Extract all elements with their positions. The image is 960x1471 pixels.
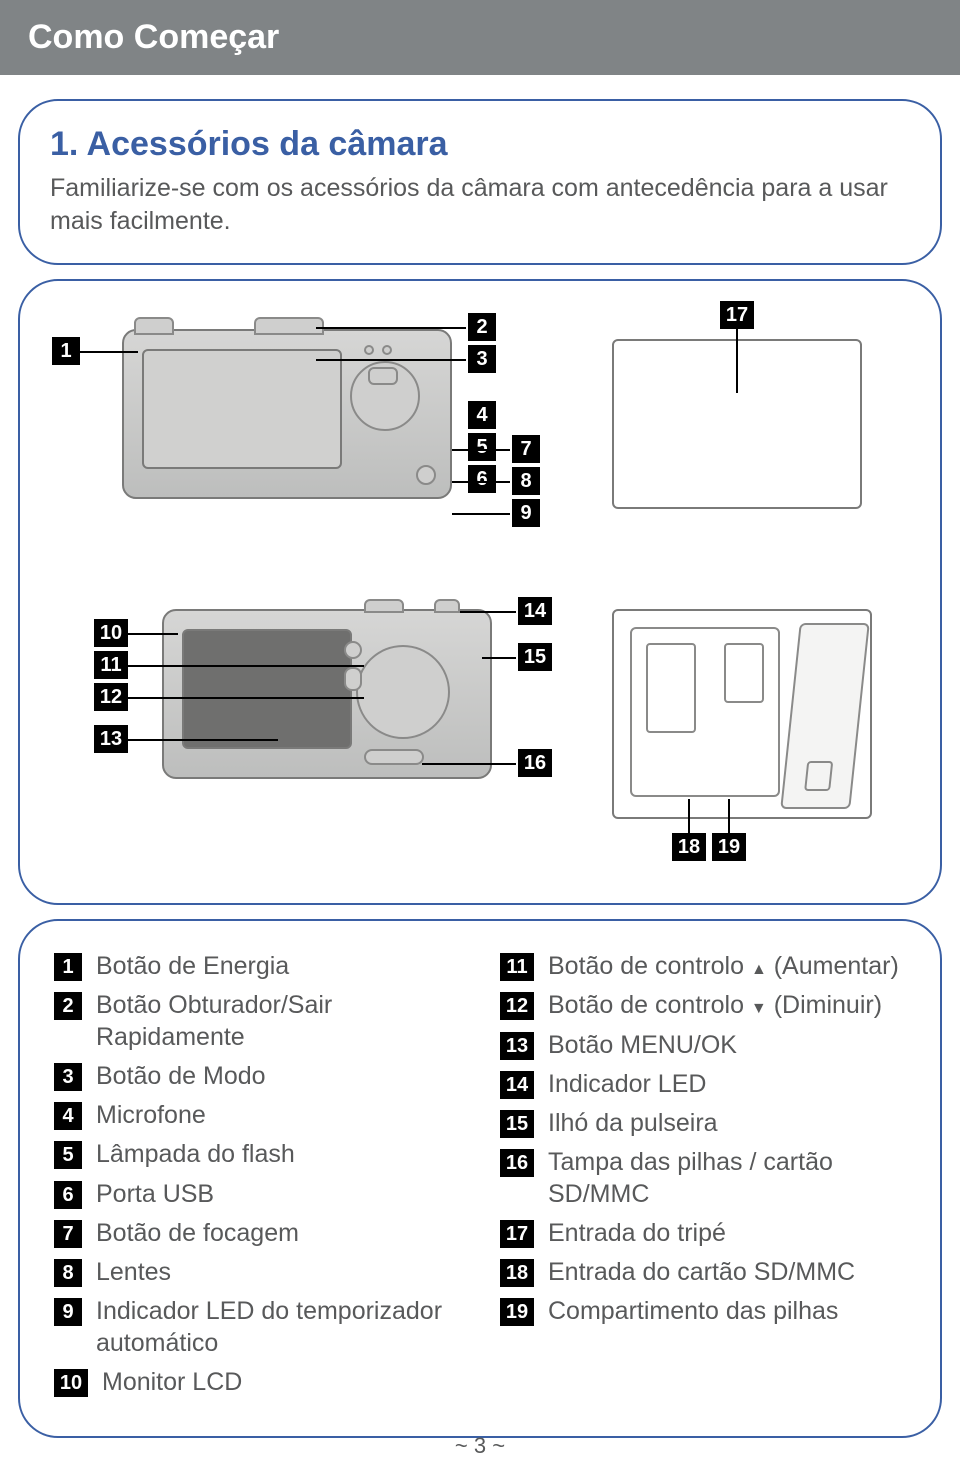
callout-14: 14 <box>518 597 552 625</box>
callout-13: 13 <box>94 725 128 753</box>
diagram-section: 1 2 3 4 5 6 7 8 9 17 10 11 12 <box>18 279 942 905</box>
arrow-up-icon <box>751 952 767 980</box>
callout-15: 15 <box>518 643 552 671</box>
legend-section: 1 Botão de Energia 2 Botão Obturador/Sair R… <box>18 919 942 1438</box>
legend-item: 1 Botão de Energia <box>54 951 460 982</box>
legend-number: 6 <box>54 1181 82 1209</box>
arrow-down-icon <box>751 991 767 1019</box>
legend-text: Ilhó da pulseira <box>548 1108 906 1139</box>
legend-item: 4 Microfone <box>54 1100 460 1131</box>
legend-text: Botão MENU/OK <box>548 1030 906 1061</box>
camera-compartment-panel <box>612 609 872 819</box>
legend-columns: 1 Botão de Energia 2 Botão Obturador/Sair R… <box>54 951 906 1406</box>
callout-7: 7 <box>512 435 540 463</box>
legend-item: 19 Compartimento das pilhas <box>500 1296 906 1327</box>
callout-17: 17 <box>720 301 754 329</box>
legend-number: 16 <box>500 1149 534 1177</box>
callout-1: 1 <box>52 337 80 365</box>
legend-text: Botão de focagem <box>96 1218 460 1249</box>
legend-item: 13 Botão MENU/OK <box>500 1030 906 1061</box>
callout-12: 12 <box>94 683 128 711</box>
callout-16: 16 <box>518 749 552 777</box>
legend-text: Botão Obturador/Sair Rapidamente <box>96 990 460 1053</box>
camera-front-illustration <box>122 329 452 499</box>
callout-2: 2 <box>468 313 496 341</box>
legend-item: 14 Indicador LED <box>500 1069 906 1100</box>
legend-text: Lentes <box>96 1257 460 1288</box>
callout-5: 5 <box>468 433 496 461</box>
callout-18: 18 <box>672 833 706 861</box>
callout-11: 11 <box>94 651 128 679</box>
legend-item: 16 Tampa das pilhas / cartão SD/MMC <box>500 1147 906 1210</box>
legend-text: Tampa das pilhas / cartão SD/MMC <box>548 1147 906 1210</box>
legend-item: 17 Entrada do tripé <box>500 1218 906 1249</box>
legend-number: 18 <box>500 1259 534 1287</box>
legend-item: 6 Porta USB <box>54 1179 460 1210</box>
section-desc: Familiarize-se com os acessórios da câma… <box>50 172 910 237</box>
callout-10: 10 <box>94 619 128 647</box>
legend-text: Entrada do tripé <box>548 1218 906 1249</box>
section-title: 1. Acessórios da câmara <box>50 125 910 164</box>
diagram-area: 1 2 3 4 5 6 7 8 9 17 10 11 12 <box>52 309 908 869</box>
legend-text: Monitor LCD <box>102 1367 460 1398</box>
callout-8: 8 <box>512 467 540 495</box>
legend-number: 10 <box>54 1369 88 1397</box>
legend-text: Porta USB <box>96 1179 460 1210</box>
legend-text: Indicador LED do temporizador automático <box>96 1296 460 1359</box>
legend-number: 12 <box>500 992 534 1020</box>
callout-4: 4 <box>468 401 496 429</box>
legend-text: Lâmpada do flash <box>96 1139 460 1170</box>
legend-number: 3 <box>54 1063 82 1091</box>
legend-number: 1 <box>54 953 82 981</box>
legend-text: Microfone <box>96 1100 460 1131</box>
legend-number: 7 <box>54 1220 82 1248</box>
header-title: Como Começar <box>28 18 279 56</box>
legend-item: 12 Botão de controlo (Diminuir) <box>500 990 906 1021</box>
callout-9: 9 <box>512 499 540 527</box>
legend-number: 17 <box>500 1220 534 1248</box>
legend-number: 13 <box>500 1032 534 1060</box>
legend-number: 19 <box>500 1298 534 1326</box>
legend-item: 11 Botão de controlo (Aumentar) <box>500 951 906 982</box>
legend-item: 10 Monitor LCD <box>54 1367 460 1398</box>
legend-number: 5 <box>54 1141 82 1169</box>
legend-item: 9 Indicador LED do temporizador automátic… <box>54 1296 460 1359</box>
callout-6: 6 <box>468 465 496 493</box>
legend-text: Compartimento das pilhas <box>548 1296 906 1327</box>
legend-item: 5 Lâmpada do flash <box>54 1139 460 1170</box>
legend-text: Botão de Energia <box>96 951 460 982</box>
legend-item: 7 Botão de focagem <box>54 1218 460 1249</box>
legend-text: Botão de controlo (Diminuir) <box>548 990 906 1021</box>
legend-item: 8 Lentes <box>54 1257 460 1288</box>
legend-item: 2 Botão Obturador/Sair Rapidamente <box>54 990 460 1053</box>
page-number: ~ 3 ~ <box>0 1433 960 1459</box>
legend-item: 3 Botão de Modo <box>54 1061 460 1092</box>
legend-number: 4 <box>54 1102 82 1130</box>
legend-item: 18 Entrada do cartão SD/MMC <box>500 1257 906 1288</box>
legend-text: Botão de controlo (Aumentar) <box>548 951 906 982</box>
callout-19: 19 <box>712 833 746 861</box>
intro-section: 1. Acessórios da câmara Familiarize-se c… <box>18 99 942 265</box>
legend-number: 15 <box>500 1110 534 1138</box>
legend-number: 11 <box>500 953 534 981</box>
legend-left-col: 1 Botão de Energia 2 Botão Obturador/Sair R… <box>54 951 460 1406</box>
legend-number: 14 <box>500 1071 534 1099</box>
header-bar: Como Começar <box>0 0 960 75</box>
camera-back-illustration <box>162 609 492 779</box>
legend-text: Entrada do cartão SD/MMC <box>548 1257 906 1288</box>
legend-number: 8 <box>54 1259 82 1287</box>
legend-text: Botão de Modo <box>96 1061 460 1092</box>
legend-text: Indicador LED <box>548 1069 906 1100</box>
legend-number: 9 <box>54 1298 82 1326</box>
legend-number: 2 <box>54 992 82 1020</box>
legend-item: 15 Ilhó da pulseira <box>500 1108 906 1139</box>
legend-right-col: 11 Botão de controlo (Aumentar) 12 Botão de… <box>500 951 906 1406</box>
callout-3: 3 <box>468 345 496 373</box>
